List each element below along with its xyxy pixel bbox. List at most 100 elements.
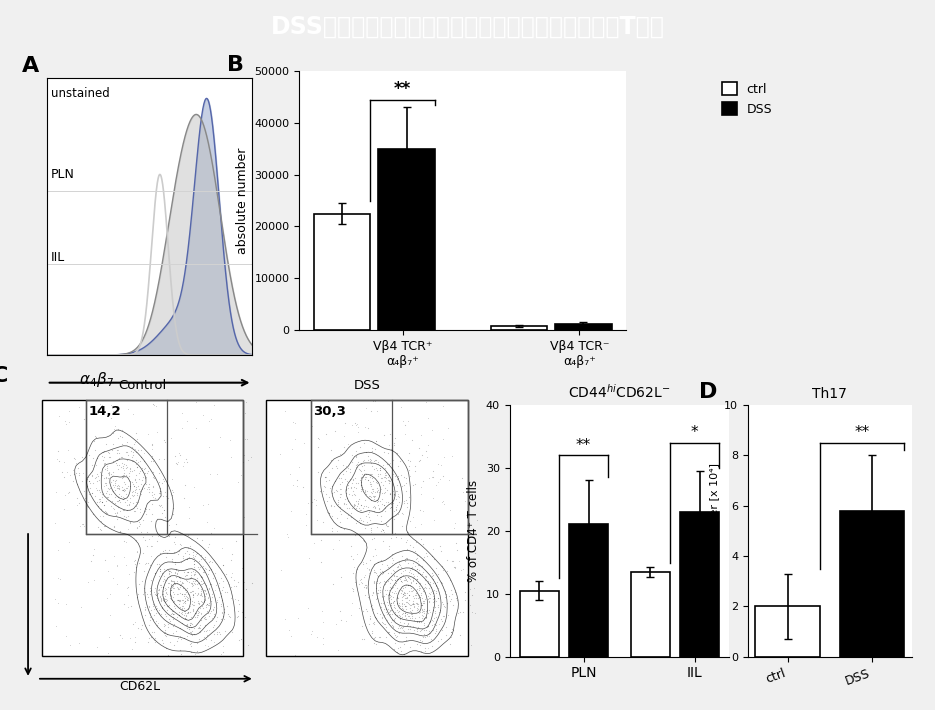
Point — [362, 514, 377, 525]
Point — [396, 415, 410, 426]
Point — [122, 517, 137, 528]
Point — [91, 501, 106, 512]
Point — [164, 432, 179, 444]
Point — [399, 552, 414, 564]
Point — [345, 503, 360, 514]
Point — [114, 452, 129, 463]
Point — [371, 503, 386, 514]
Point — [128, 484, 143, 495]
Point — [158, 486, 173, 498]
Point — [186, 552, 201, 563]
Point — [152, 486, 167, 497]
Point — [353, 483, 368, 494]
Point — [97, 464, 112, 475]
Point — [351, 477, 366, 488]
Point — [396, 497, 411, 508]
Point — [166, 583, 181, 594]
Point — [394, 576, 409, 587]
Point — [151, 453, 166, 464]
Point — [209, 628, 224, 640]
Point — [407, 592, 422, 604]
Point — [317, 471, 332, 482]
Point — [145, 626, 160, 638]
Point — [300, 498, 315, 509]
Point — [396, 508, 410, 520]
Point — [390, 582, 405, 594]
Point — [155, 567, 170, 579]
Point — [348, 477, 363, 488]
Point — [107, 503, 122, 515]
Point — [389, 493, 404, 504]
Point — [326, 529, 341, 540]
Point — [237, 511, 252, 523]
Point — [116, 472, 131, 484]
Point — [236, 456, 251, 467]
Point — [309, 499, 324, 510]
Point — [133, 478, 148, 489]
Point — [359, 486, 374, 497]
Point — [148, 582, 163, 594]
Point — [409, 589, 424, 600]
Point — [403, 515, 418, 527]
Point — [163, 567, 178, 578]
Point — [96, 480, 111, 491]
Point — [386, 488, 401, 500]
Point — [401, 454, 416, 465]
Point — [384, 608, 399, 620]
Point — [143, 611, 158, 623]
Point — [171, 595, 186, 606]
Point — [199, 605, 214, 616]
Point — [372, 469, 387, 480]
Point — [160, 526, 175, 537]
Point — [151, 583, 166, 594]
Point — [180, 591, 194, 602]
Point — [357, 572, 372, 583]
Point — [203, 414, 218, 425]
Point — [419, 583, 434, 594]
Point — [408, 461, 423, 472]
Point — [362, 504, 377, 515]
Point — [180, 566, 195, 577]
Point — [399, 593, 414, 604]
Point — [349, 446, 364, 457]
Point — [422, 605, 437, 616]
Point — [148, 603, 163, 614]
Point — [171, 606, 186, 618]
Point — [155, 581, 170, 592]
Point — [130, 433, 145, 444]
Point — [374, 611, 389, 623]
Point — [365, 468, 380, 479]
Point — [360, 562, 375, 574]
Point — [381, 476, 396, 487]
Point — [144, 450, 159, 462]
Point — [128, 443, 143, 454]
Point — [190, 574, 205, 586]
Point — [423, 579, 438, 590]
Point — [101, 488, 116, 500]
Point — [172, 545, 187, 557]
Point — [386, 555, 401, 566]
Point — [413, 606, 428, 618]
Point — [389, 574, 404, 585]
Point — [100, 566, 115, 577]
Point — [115, 493, 130, 505]
Point — [205, 588, 220, 599]
Point — [360, 450, 375, 462]
Point — [371, 456, 386, 467]
Point — [122, 498, 137, 510]
Point — [120, 505, 135, 516]
Point — [125, 486, 140, 497]
Point — [473, 625, 488, 636]
Point — [174, 606, 189, 618]
Point — [146, 398, 161, 410]
Point — [399, 587, 414, 599]
Point — [401, 617, 416, 628]
Point — [429, 479, 444, 491]
Point — [167, 539, 182, 550]
Point — [169, 569, 184, 580]
Point — [419, 446, 434, 457]
Point — [182, 619, 197, 630]
Point — [127, 475, 142, 486]
Point — [344, 507, 359, 518]
Point — [437, 610, 452, 621]
